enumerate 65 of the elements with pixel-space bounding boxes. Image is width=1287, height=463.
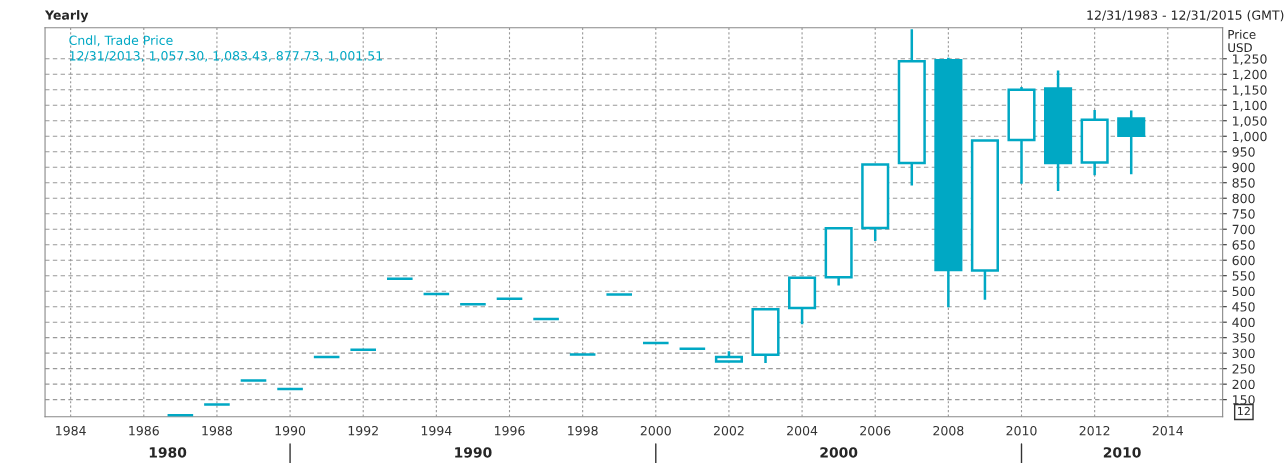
y-tick-label: 1,000 [1233, 131, 1267, 143]
x-tick-label: 2000 [640, 425, 671, 436]
y-tick-label: 500 [1232, 286, 1255, 297]
x-tick-label: 1984 [56, 425, 86, 436]
y-tick-label: 750 [1232, 209, 1255, 219]
candlestick [202, 403, 231, 406]
y-tick-label: 1,150 [1233, 85, 1267, 96]
candlestick [605, 293, 634, 296]
y-tick-label: 1,200 [1233, 69, 1267, 81]
y-tick-label: 300 [1232, 348, 1255, 359]
candlestick [495, 297, 524, 300]
y-tick-label: 650 [1232, 240, 1255, 250]
candlestick [422, 292, 451, 296]
x-tick-label: 1986 [129, 425, 159, 436]
y-tick-label: 200 [1232, 379, 1255, 390]
y-tick-label: 850 [1232, 178, 1255, 188]
annotation: 12/31/2013, 1,057.30, 1,083.43, 877.73, 1,001.51 [69, 51, 383, 62]
chart-title: Yearly [44, 10, 89, 23]
candlestick [1080, 108, 1109, 177]
chart-subtitle: 12/31/1983 - 12/31/2015 (GMT) [1087, 10, 1284, 22]
candlestick [458, 302, 487, 306]
y-tick-label: 250 [1232, 364, 1255, 374]
annotation: Cndl, Trade Price [69, 35, 173, 47]
candlestick [568, 353, 597, 356]
y-tick-label: 700 [1232, 224, 1255, 235]
x-tick-label: 1996 [494, 425, 525, 436]
x-tick-label: 2014 [1152, 425, 1183, 436]
x-tick-label: 1992 [348, 425, 378, 436]
x-tick-label: 2008 [933, 425, 964, 436]
y-tick-label: 1,050 [1233, 116, 1267, 127]
text: 2000 [820, 447, 858, 458]
x-tick-label: 1998 [568, 425, 598, 436]
y-tick-label: 1,100 [1233, 100, 1267, 112]
y-tick-label: 1,250 [1233, 54, 1267, 65]
y-tick-label: 600 [1232, 255, 1255, 266]
text: 12 [1238, 406, 1250, 416]
y-tick-label: 950 [1232, 147, 1255, 157]
x-tick-label: 1990 [275, 425, 306, 436]
y-tick-label: 800 [1232, 193, 1255, 204]
text: 2010 [1103, 447, 1141, 458]
candlestick [532, 317, 561, 321]
y-tick-label: 450 [1232, 302, 1255, 312]
candlestick [678, 347, 707, 351]
y-axis-title: Price USD [1228, 29, 1256, 53]
x-tick-label: 2010 [1006, 425, 1037, 436]
x-tick-label: 1994 [421, 425, 452, 436]
x-tick-label: 2012 [1079, 425, 1110, 436]
y-tick-label: 400 [1232, 317, 1255, 328]
candlestick [276, 387, 305, 391]
text: 1990 [455, 447, 492, 458]
candlestick [641, 341, 670, 345]
candlestick [385, 277, 414, 281]
x-tick-label: 2006 [860, 425, 891, 436]
candlestick [239, 379, 268, 382]
candlestick [897, 28, 926, 187]
y-tick-label: 550 [1232, 271, 1255, 281]
x-tick-label: 1988 [202, 425, 232, 436]
x-tick-label: 2004 [787, 425, 818, 436]
x-tick-label: 2002 [713, 425, 744, 436]
candlestick [312, 355, 341, 359]
y-tick-label: 900 [1232, 162, 1255, 173]
candlestick [349, 348, 378, 352]
candlestick [166, 413, 195, 417]
text: 1980 [149, 447, 187, 458]
y-tick-label: 350 [1232, 333, 1255, 343]
